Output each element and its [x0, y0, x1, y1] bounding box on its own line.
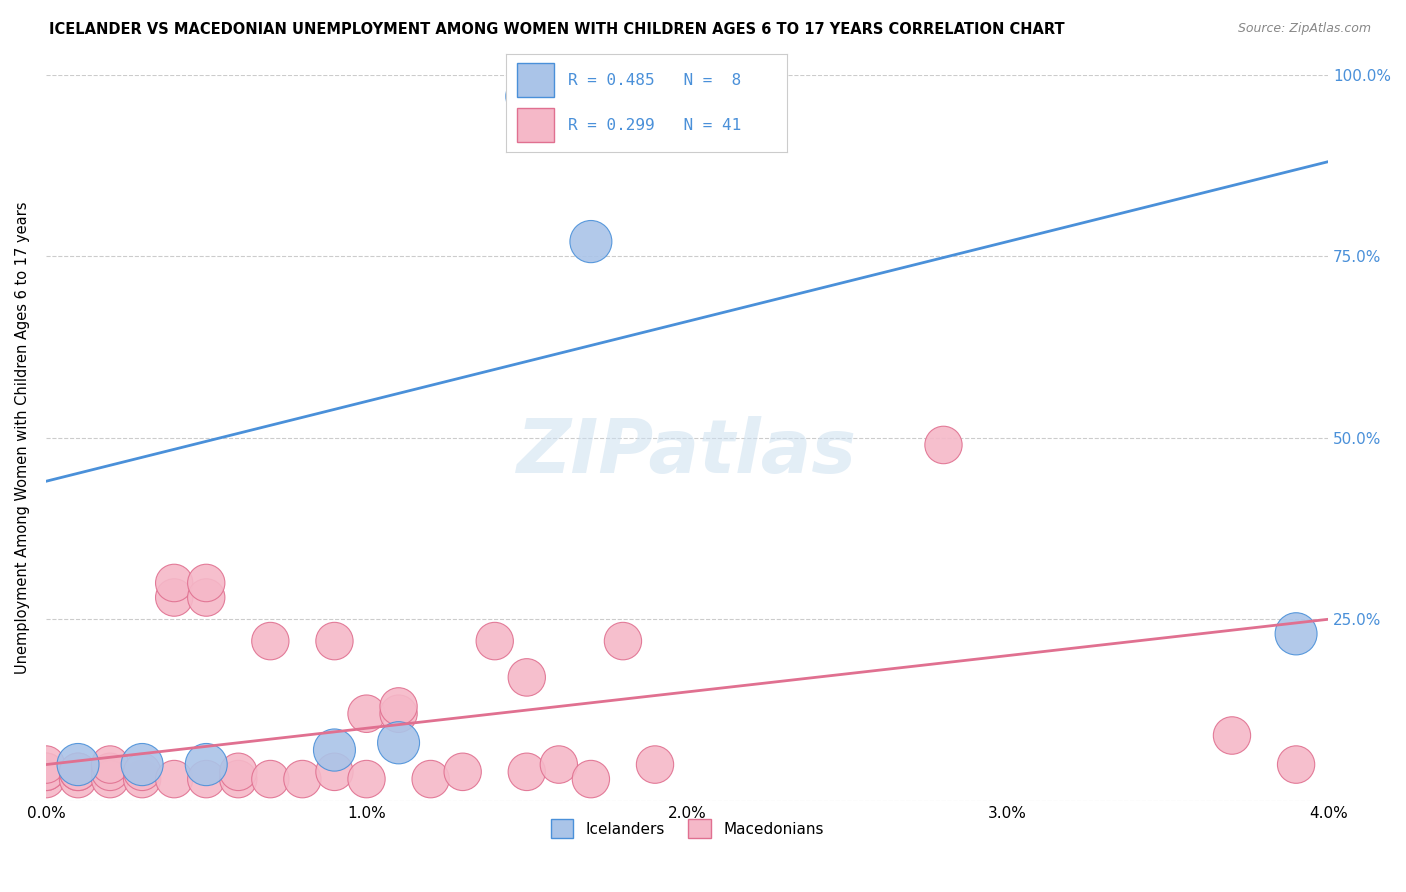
- Text: Source: ZipAtlas.com: Source: ZipAtlas.com: [1237, 22, 1371, 36]
- FancyBboxPatch shape: [517, 109, 554, 142]
- Ellipse shape: [380, 688, 418, 725]
- Y-axis label: Unemployment Among Women with Children Ages 6 to 17 years: Unemployment Among Women with Children A…: [15, 202, 30, 674]
- Text: ICELANDER VS MACEDONIAN UNEMPLOYMENT AMONG WOMEN WITH CHILDREN AGES 6 TO 17 YEAR: ICELANDER VS MACEDONIAN UNEMPLOYMENT AMO…: [49, 22, 1064, 37]
- Ellipse shape: [508, 753, 546, 790]
- Ellipse shape: [186, 743, 228, 786]
- Ellipse shape: [314, 729, 356, 771]
- Ellipse shape: [156, 760, 193, 797]
- Ellipse shape: [347, 695, 385, 732]
- Ellipse shape: [124, 760, 160, 797]
- Ellipse shape: [508, 658, 546, 696]
- Ellipse shape: [187, 579, 225, 616]
- Ellipse shape: [252, 760, 290, 797]
- Ellipse shape: [27, 760, 65, 797]
- Ellipse shape: [91, 760, 129, 797]
- Ellipse shape: [121, 743, 163, 786]
- Ellipse shape: [27, 753, 65, 790]
- Ellipse shape: [91, 746, 129, 783]
- Ellipse shape: [572, 760, 610, 797]
- FancyBboxPatch shape: [517, 63, 554, 96]
- Text: R = 0.485   N =  8: R = 0.485 N = 8: [568, 72, 741, 87]
- Ellipse shape: [316, 753, 353, 790]
- Ellipse shape: [27, 753, 65, 790]
- Ellipse shape: [59, 760, 97, 797]
- Ellipse shape: [506, 75, 548, 118]
- Ellipse shape: [187, 565, 225, 602]
- Ellipse shape: [444, 753, 481, 790]
- Ellipse shape: [219, 760, 257, 797]
- Ellipse shape: [156, 565, 193, 602]
- Ellipse shape: [219, 753, 257, 790]
- Ellipse shape: [316, 623, 353, 660]
- Ellipse shape: [252, 623, 290, 660]
- Ellipse shape: [1275, 613, 1317, 655]
- Ellipse shape: [91, 753, 129, 790]
- Ellipse shape: [58, 743, 98, 786]
- Text: R = 0.299   N = 41: R = 0.299 N = 41: [568, 118, 741, 133]
- Legend: Icelanders, Macedonians: Icelanders, Macedonians: [544, 814, 830, 844]
- Ellipse shape: [347, 760, 385, 797]
- Ellipse shape: [925, 426, 962, 464]
- Ellipse shape: [156, 579, 193, 616]
- Ellipse shape: [27, 746, 65, 783]
- Ellipse shape: [477, 623, 513, 660]
- Ellipse shape: [59, 753, 97, 790]
- Ellipse shape: [1213, 717, 1250, 755]
- Ellipse shape: [540, 746, 578, 783]
- Ellipse shape: [1278, 746, 1315, 783]
- Ellipse shape: [569, 220, 612, 262]
- Text: ZIPatlas: ZIPatlas: [517, 416, 858, 489]
- Ellipse shape: [605, 623, 641, 660]
- Ellipse shape: [637, 746, 673, 783]
- Ellipse shape: [187, 760, 225, 797]
- Ellipse shape: [378, 722, 419, 764]
- Ellipse shape: [59, 753, 97, 790]
- Ellipse shape: [124, 753, 160, 790]
- Ellipse shape: [412, 760, 450, 797]
- Ellipse shape: [380, 695, 418, 732]
- Ellipse shape: [284, 760, 321, 797]
